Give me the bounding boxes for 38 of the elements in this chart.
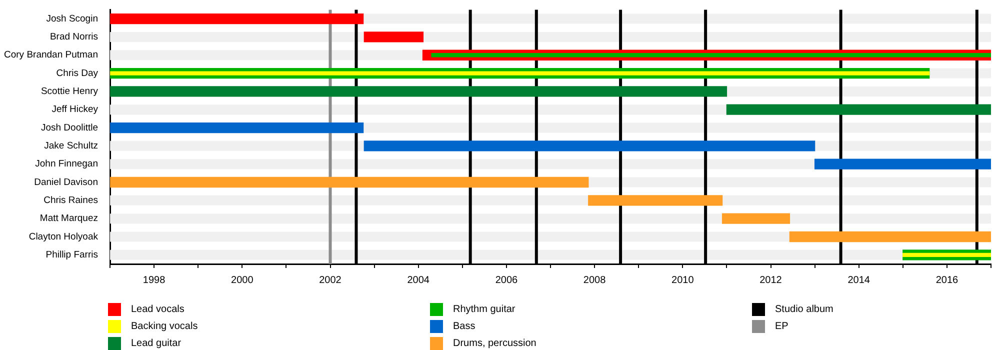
- legend-label: Backing vocals: [131, 321, 198, 332]
- bar: [902, 252, 991, 257]
- y-tick-label: Clayton Holyoak: [28, 231, 98, 242]
- y-tick-label: John Finnegan: [35, 158, 98, 170]
- x-tick-label: 2008: [583, 274, 606, 286]
- legend-label: Drums, percussion: [453, 338, 536, 349]
- y-tick-label: Chris Raines: [44, 195, 98, 206]
- legend-label: Lead guitar: [131, 338, 182, 349]
- y-tick-label: Scottie Henry: [40, 86, 98, 98]
- x-tick-label: 1998: [142, 274, 166, 286]
- y-tick-label: Josh Doolittle: [40, 122, 98, 134]
- y-tick-label: Phillip Farris: [46, 250, 98, 261]
- legend-label: Studio album: [775, 304, 834, 315]
- y-tick-label: Daniel Davison: [34, 176, 98, 188]
- legend-label: Bass: [453, 321, 476, 332]
- x-tick-label: 2004: [407, 274, 430, 286]
- legend-label: Lead vocals: [131, 304, 184, 315]
- x-tick-label: 2014: [848, 274, 870, 286]
- x-tick-label: 2016: [936, 274, 959, 286]
- y-tick-label: Josh Scogin: [46, 13, 98, 24]
- y-tick-label: Jeff Hickey: [52, 104, 98, 116]
- bar: [364, 32, 424, 42]
- x-tick-label: 2012: [760, 274, 782, 286]
- y-tick-label: Brad Norris: [50, 32, 98, 43]
- bar: [814, 158, 991, 170]
- y-tick-label: Chris Day: [56, 68, 98, 79]
- x-tick-label: 2010: [672, 274, 694, 286]
- y-tick-label: Jake Schultz: [44, 140, 98, 152]
- y-tick-label: Cory Brandan Putman: [4, 50, 98, 61]
- bar: [789, 231, 991, 242]
- legend-label: Rhythm guitar: [453, 304, 516, 315]
- x-tick-label: 2002: [319, 274, 342, 286]
- x-tick-label: 2000: [231, 274, 254, 286]
- y-tick-label: Matt Marquez: [40, 213, 98, 224]
- bar: [588, 195, 723, 206]
- legend-label: EP: [775, 321, 788, 332]
- x-tick-label: 2006: [495, 274, 518, 286]
- bar: [722, 213, 790, 224]
